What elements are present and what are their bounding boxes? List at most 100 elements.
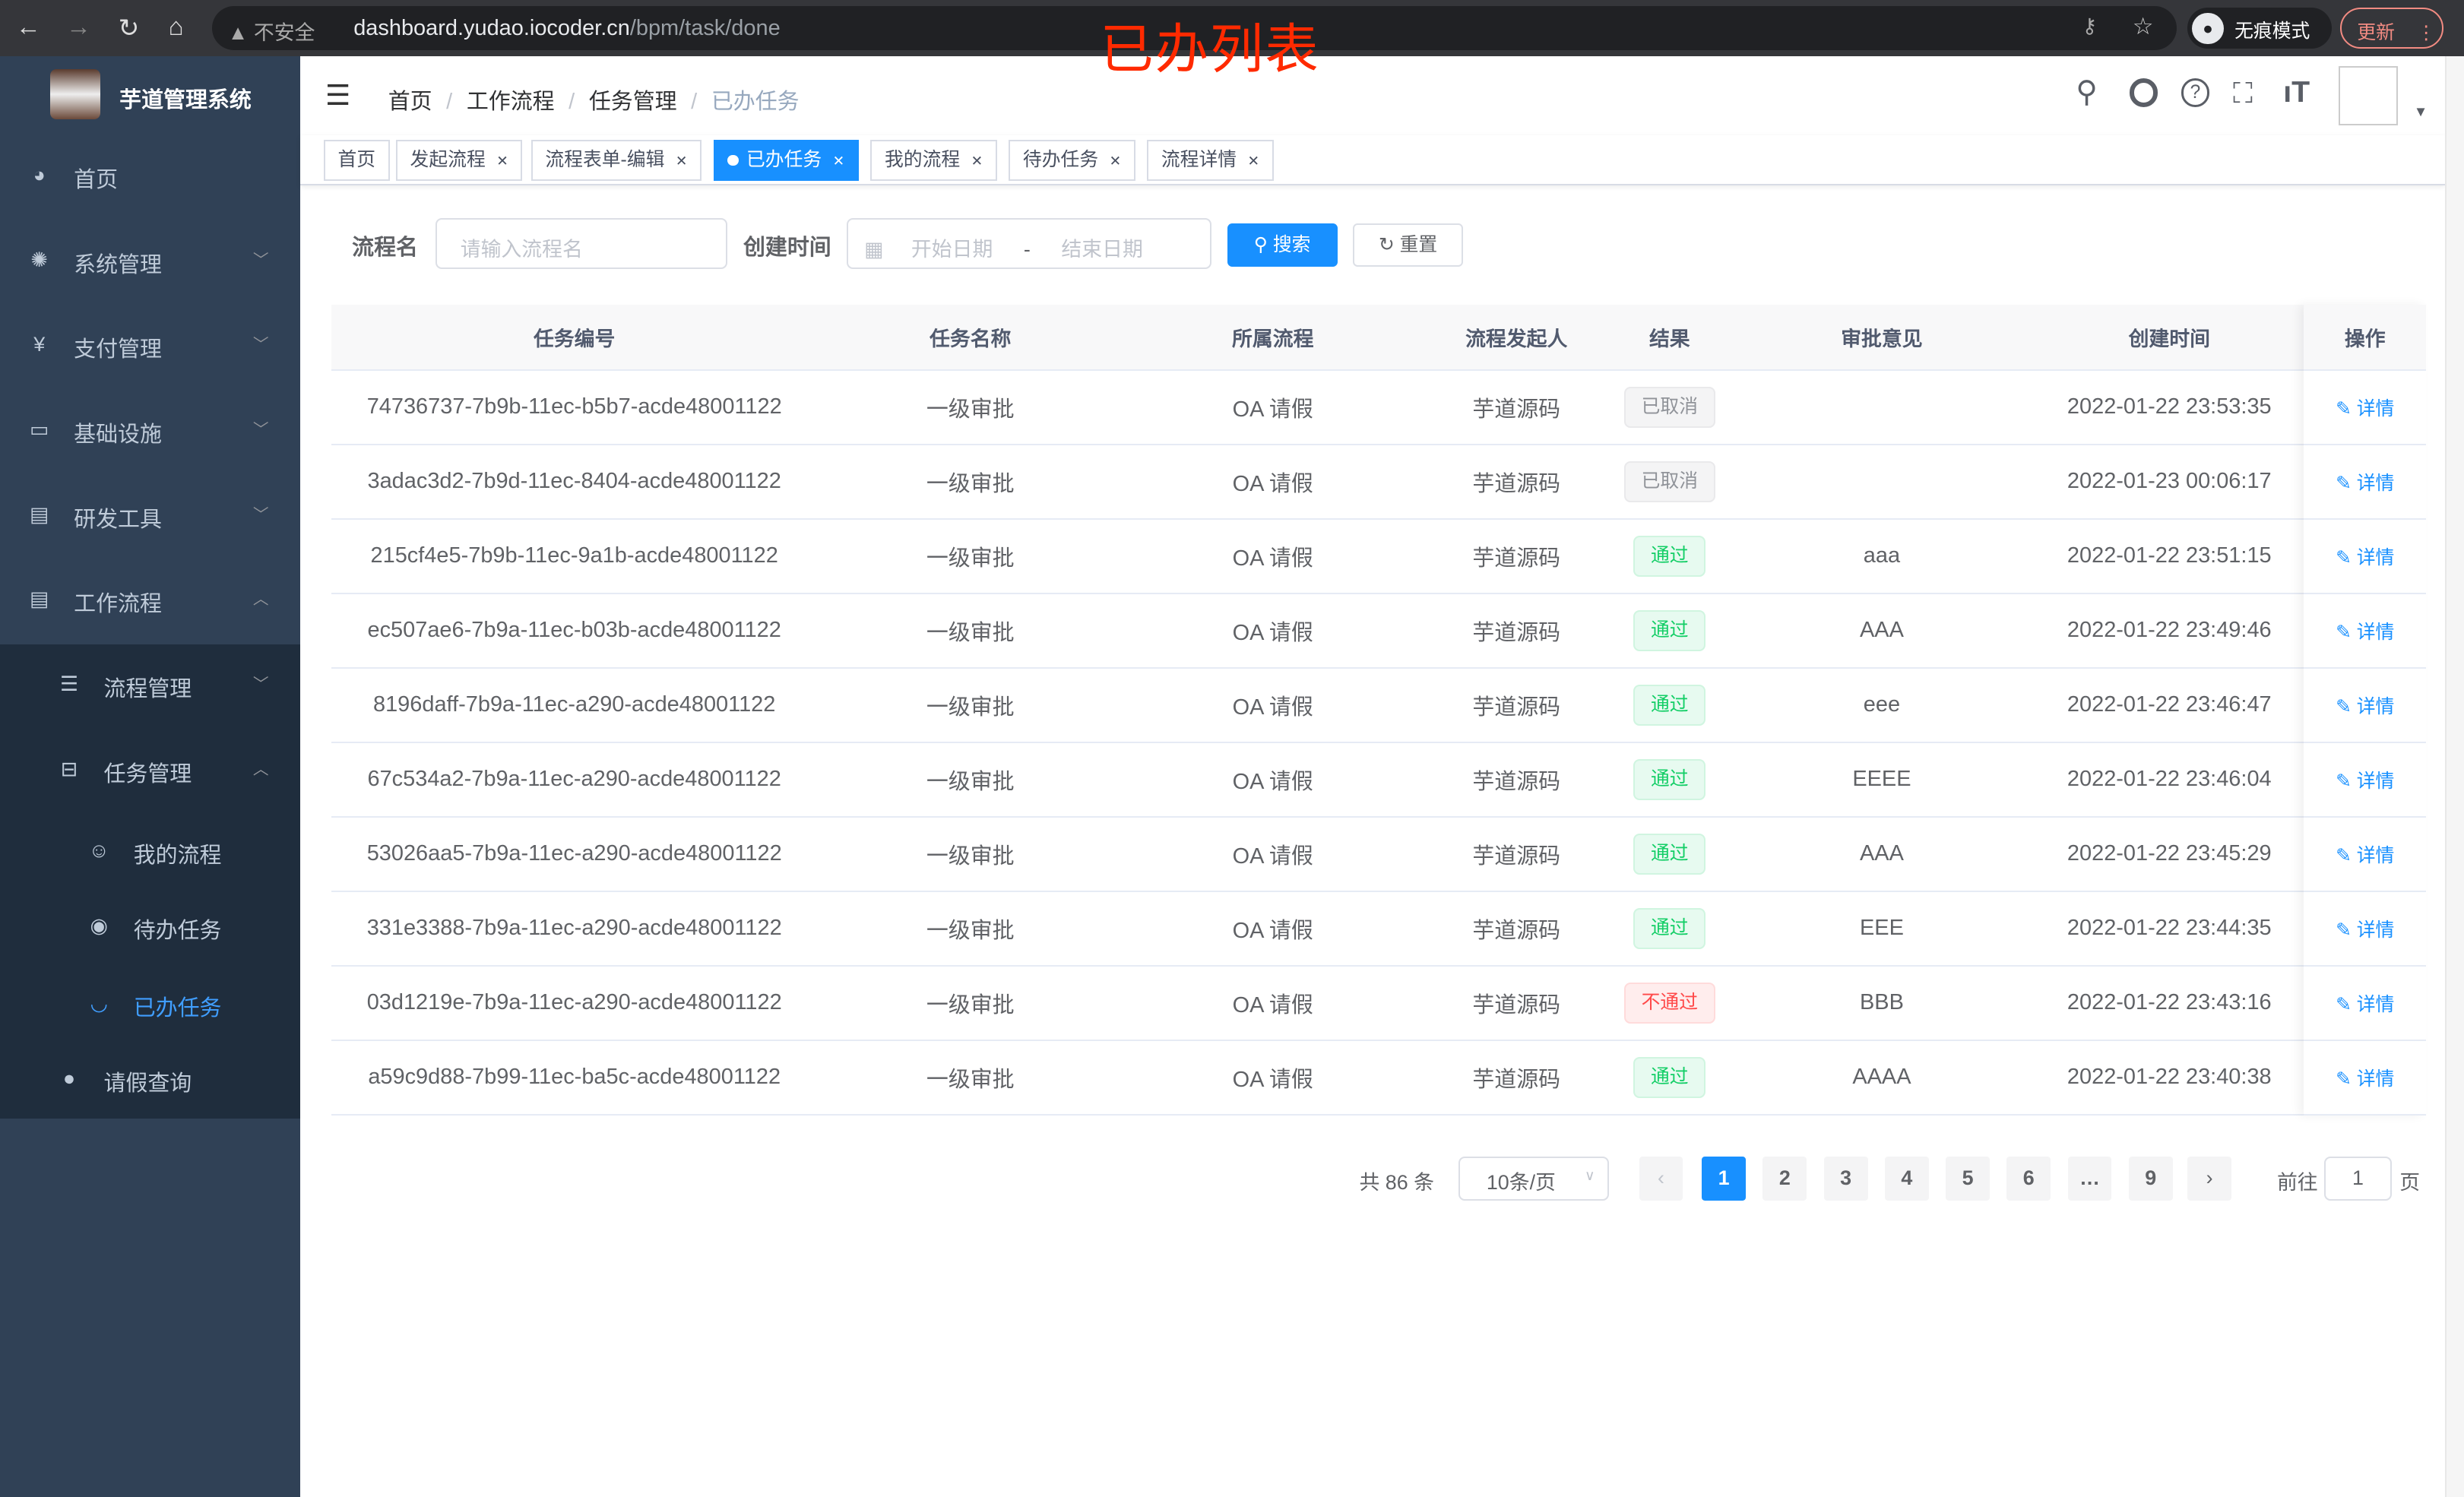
page-button[interactable]: 6	[2006, 1156, 2051, 1201]
sidebar-item[interactable]: ◕ 首页	[0, 162, 300, 193]
close-icon[interactable]: ✕	[971, 153, 983, 169]
fullscreen-icon[interactable]: ⛶	[2233, 77, 2253, 109]
page-button[interactable]: 3	[1823, 1156, 1868, 1201]
cell-comment: EEE	[1859, 916, 1904, 941]
scrollbar[interactable]	[2445, 56, 2464, 1497]
close-icon[interactable]: ✕	[1109, 153, 1122, 169]
address-bar[interactable]: ▲ 不安全 dashboard.yudao.iocoder.cn/bpm/tas…	[212, 6, 2177, 51]
sidebar-item[interactable]: ☰ 流程管理 ﹀	[0, 671, 300, 702]
detail-link[interactable]: ✎ 详情	[2336, 840, 2394, 868]
sidebar-item[interactable]: ¥ 支付管理 ﹀	[0, 331, 300, 362]
security-warning[interactable]: ▲ 不安全	[227, 21, 315, 44]
help-icon[interactable]: ?	[2181, 78, 2210, 107]
page-button[interactable]: 2	[1762, 1156, 1807, 1201]
sidebar-item[interactable]: ⊟ 任务管理 ︿	[0, 756, 300, 787]
sidebar-item[interactable]: ▤ 工作流程 ︿	[0, 586, 300, 617]
search-button[interactable]: ⚲ 搜索	[1227, 223, 1338, 267]
sidebar-item[interactable]: ◡ 已办任务	[0, 990, 300, 1021]
detail-link[interactable]: ✎ 详情	[2336, 1064, 2394, 1091]
prev-page-button[interactable]: ‹	[1639, 1156, 1683, 1201]
tag-2[interactable]: 流程表单-编辑 ✕	[530, 140, 702, 181]
goto-page-input[interactable]: 1	[2323, 1156, 2392, 1201]
table-cell: 芋道源码	[1422, 743, 1610, 816]
close-icon[interactable]: ✕	[496, 153, 508, 169]
back-icon[interactable]: ←	[15, 12, 41, 41]
table-cell: 2022-01-22 23:51:15	[2035, 520, 2304, 593]
breadcrumb-task[interactable]: 任务管理	[588, 89, 677, 114]
close-icon[interactable]: ✕	[1247, 153, 1260, 169]
incognito-icon: ●	[2192, 12, 2224, 44]
breadcrumb-home[interactable]: 首页	[388, 89, 432, 114]
search-icon[interactable]: ⚲	[2076, 75, 2098, 109]
caret-down-icon[interactable]: ▼	[2413, 103, 2428, 120]
breadcrumb-workflow[interactable]: 工作流程	[466, 89, 555, 114]
sidebar-item[interactable]: ▭ 基础设施 ﹀	[0, 416, 300, 448]
tag-4[interactable]: 我的流程 ✕	[870, 140, 997, 181]
detail-link[interactable]: ✎ 详情	[2336, 989, 2394, 1017]
process-name-input[interactable]: 请输入流程名	[435, 218, 728, 269]
detail-link[interactable]: ✎ 详情	[2336, 766, 2394, 793]
tag-1[interactable]: 发起流程 ✕	[396, 140, 523, 181]
update-button[interactable]: 更新 ⋮	[2339, 8, 2444, 49]
detail-link[interactable]: ✎ 详情	[2336, 692, 2394, 719]
avatar[interactable]	[2338, 65, 2399, 126]
date-range-picker[interactable]: ▦ 开始日期 - 结束日期	[847, 218, 1212, 269]
chevron-down-icon: ∨	[1585, 1167, 1595, 1184]
sidebar-item-label: 工作流程	[74, 592, 162, 617]
status-badge: 通过	[1633, 610, 1706, 651]
page-button[interactable]: 9	[2128, 1156, 2173, 1201]
font-size-icon[interactable]: ıT	[2283, 75, 2310, 109]
close-icon[interactable]: ✕	[675, 153, 688, 169]
table-cell: 一级审批	[817, 445, 1123, 518]
page-size-value: 10条/页	[1486, 1171, 1556, 1195]
table-row: 53026aa5-7b9a-11ec-a290-acde48001122 一级审批…	[331, 818, 2427, 892]
tag-5[interactable]: 待办任务 ✕	[1009, 140, 1135, 181]
github-icon[interactable]	[2129, 78, 2158, 107]
tags-view: 首页 发起流程 ✕ 流程表单-编辑 ✕ 已办任务 ✕ 我的流程 ✕ 待办任务 ✕ 流程详情 ✕	[299, 135, 2446, 185]
table-header: 任务编号 任务名称 所属流程 流程发起人 结果 审批意见 创建时间 操作	[331, 305, 2427, 371]
detail-link[interactable]: ✎ 详情	[2336, 617, 2394, 644]
sidebar-item[interactable]: ☺ 我的流程	[0, 837, 300, 869]
cell-time: 2022-01-22 23:44:35	[2067, 916, 2272, 941]
table-row: 215cf4e5-7b9b-11ec-9a1b-acde48001122 一级审批…	[331, 520, 2427, 594]
table-cell: ec507ae6-7b9a-11ec-b03b-acde48001122	[331, 594, 817, 667]
sidebar-item[interactable]: ● 请假查询	[0, 1065, 300, 1097]
close-icon[interactable]: ✕	[832, 153, 845, 169]
key-icon[interactable]: ⚷	[2082, 14, 2098, 37]
home-icon[interactable]: ⌂	[168, 12, 184, 41]
detail-link[interactable]: ✎ 详情	[2336, 543, 2394, 570]
detail-link[interactable]: ✎ 详情	[2336, 468, 2394, 495]
page-button[interactable]: 5	[1946, 1156, 1990, 1201]
table-cell: 已取消	[1610, 371, 1728, 444]
forward-icon[interactable]: →	[65, 12, 91, 41]
table-cell: ✎ 详情	[2304, 371, 2426, 444]
reset-button[interactable]: ↻ 重置	[1353, 223, 1463, 267]
tag-6[interactable]: 流程详情 ✕	[1147, 140, 1274, 181]
table-cell: ✎ 详情	[2304, 594, 2426, 667]
cell-time: 2022-01-22 23:45:29	[2067, 841, 2272, 866]
start-date-input[interactable]: 开始日期	[911, 237, 993, 261]
page-size-select[interactable]: 10条/页 ∨	[1458, 1156, 1610, 1201]
detail-link[interactable]: ✎ 详情	[2336, 915, 2394, 942]
sidebar-item[interactable]: ◉ 待办任务	[0, 913, 300, 944]
incognito-badge[interactable]: ● 无痕模式	[2187, 8, 2333, 49]
status-badge: 已取消	[1623, 461, 1715, 502]
status-badge: 通过	[1633, 908, 1706, 949]
sidebar-item[interactable]: ▤ 研发工具 ﹀	[0, 502, 300, 533]
cell-time: 2022-01-22 23:53:35	[2067, 394, 2272, 419]
sidebar-item[interactable]: ✺ 系统管理 ﹀	[0, 247, 300, 278]
cell-process: OA 请假	[1232, 397, 1313, 422]
page-button[interactable]: 4	[1884, 1156, 1929, 1201]
hamburger-icon[interactable]: ☰	[325, 79, 351, 112]
star-icon[interactable]: ☆	[2132, 12, 2154, 40]
tag-3[interactable]: 已办任务 ✕	[713, 140, 859, 181]
reload-icon[interactable]: ↻	[118, 14, 140, 43]
next-page-button[interactable]: ›	[2187, 1156, 2231, 1201]
detail-link[interactable]: ✎ 详情	[2336, 394, 2394, 421]
page-button[interactable]: …	[2067, 1156, 2112, 1201]
page-button[interactable]: 1	[1702, 1156, 1747, 1201]
tag-0[interactable]: 首页	[323, 140, 390, 181]
cell-process: OA 请假	[1232, 992, 1313, 1018]
logo	[50, 68, 101, 120]
end-date-input[interactable]: 结束日期	[1061, 237, 1143, 261]
